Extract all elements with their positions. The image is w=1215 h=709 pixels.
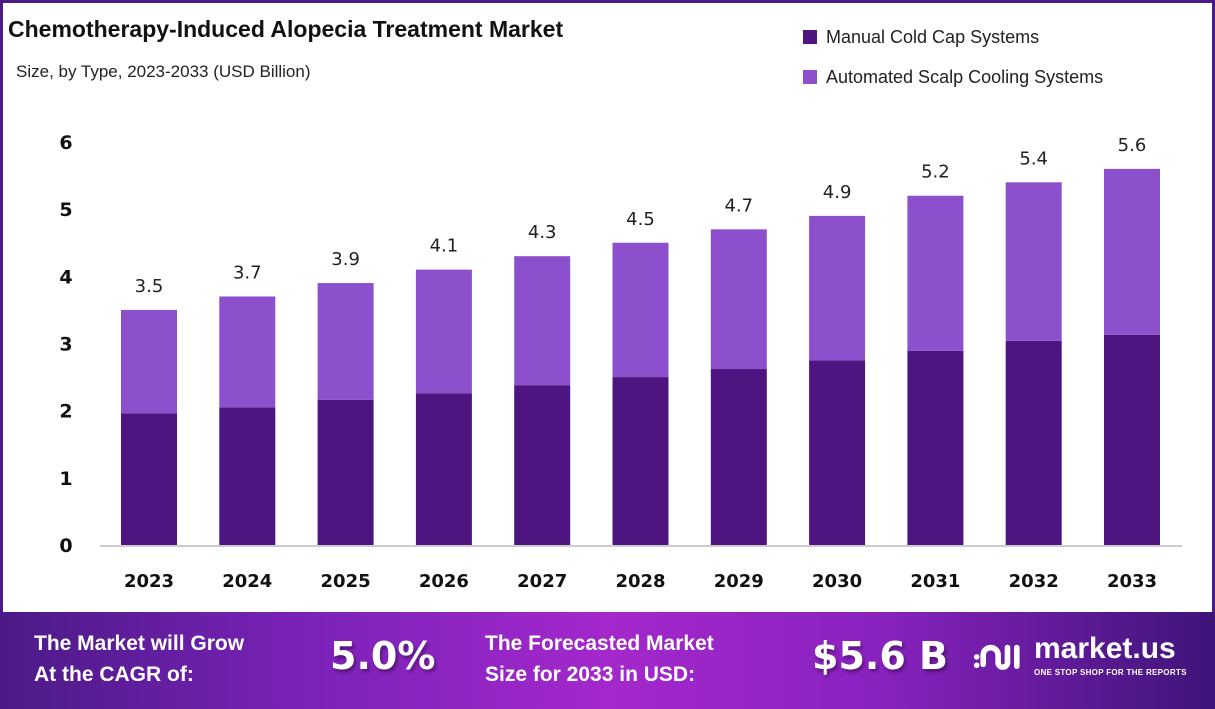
bar-segment-automated (1104, 168, 1160, 335)
y-tick-label: 4 (59, 266, 72, 288)
data-label-total: 5.2 (921, 162, 950, 183)
bar-segment-automated (415, 269, 472, 394)
chart-frame (0, 0, 1215, 612)
bar-segment-manual (1005, 340, 1062, 545)
x-tick-label: 2032 (1009, 571, 1059, 592)
bar-segment-automated (121, 309, 177, 414)
x-tick-label: 2033 (1107, 571, 1157, 592)
bar-segment-automated (809, 215, 866, 361)
legend-item-manual: Manual Cold Cap Systems (803, 24, 1103, 50)
data-label-total: 4.1 (430, 236, 459, 257)
y-tick-label: 0 (59, 535, 72, 557)
bar-segment-manual (1104, 334, 1160, 545)
x-tick-label: 2028 (615, 571, 665, 592)
bar-segment-manual (219, 407, 276, 545)
data-label-total: 5.4 (1019, 148, 1048, 169)
data-label-total: 5.6 (1118, 135, 1147, 156)
legend-swatch-automated (803, 70, 817, 84)
bar-segment-automated (612, 242, 669, 378)
bar-segment-automated (514, 256, 571, 386)
x-tick-label: 2023 (124, 571, 174, 592)
bar-segment-manual (317, 399, 374, 545)
x-tick-label: 2030 (812, 571, 862, 592)
x-tick-label: 2025 (321, 571, 371, 592)
cagr-label: The Market will Grow At the CAGR of: (34, 628, 244, 690)
data-label-total: 3.5 (135, 276, 164, 297)
y-tick-label: 1 (59, 468, 72, 490)
legend: Manual Cold Cap Systems Automated Scalp … (803, 24, 1103, 104)
forecast-label-line1: The Forecasted Market (485, 632, 714, 655)
bar-segment-manual (710, 369, 767, 545)
chart-title: Chemotherapy-Induced Alopecia Treatment … (8, 16, 564, 42)
data-label-total: 4.7 (724, 195, 753, 216)
bar-segment-manual (809, 360, 866, 545)
bar-segment-automated (219, 296, 276, 408)
bar-segment-manual (415, 393, 472, 545)
x-tick-label: 2026 (419, 571, 469, 592)
forecast-label-line2: Size for 2033 in USD: (485, 663, 696, 686)
y-tick-label: 5 (59, 199, 72, 221)
data-label-total: 4.9 (823, 182, 852, 203)
bar-segment-automated (907, 195, 964, 351)
logo-icon (973, 644, 1020, 670)
bar-segment-manual (514, 385, 571, 545)
bar-segment-automated (317, 283, 374, 400)
chart-subtitle: Size, by Type, 2023-2033 (USD Billion) (16, 62, 311, 81)
bar-segment-manual (121, 413, 177, 545)
x-tick-label: 2027 (517, 571, 567, 592)
y-tick-label: 2 (59, 401, 72, 423)
bar-segment-automated (710, 229, 767, 370)
bar-segment-manual (612, 377, 669, 545)
bar-segment-automated (1005, 182, 1062, 341)
cagr-label-line2: At the CAGR of: (34, 663, 194, 686)
cagr-value: 5.0% (330, 634, 436, 678)
legend-label-manual: Manual Cold Cap Systems (826, 26, 1040, 47)
legend-label-automated: Automated Scalp Cooling Systems (826, 66, 1104, 87)
marketus-logo: market.us ONE STOP SHOP FOR THE REPORTS (972, 632, 1187, 678)
x-tick-label: 2029 (714, 571, 764, 592)
y-tick-label: 3 (59, 334, 72, 356)
data-label-total: 3.7 (233, 262, 262, 283)
forecast-value: $5.6 B (812, 634, 948, 678)
data-label-total: 3.9 (331, 249, 360, 270)
bar-chart: 0 1 2 3 4 5 6 3.5 2023 3.7 2024 3.9 2025 4.1 2026 4.3 20… (59, 132, 1182, 592)
logo-tagline: ONE STOP SHOP FOR THE REPORTS (1034, 668, 1187, 677)
data-label-total: 4.3 (528, 222, 557, 243)
legend-item-automated: Automated Scalp Cooling Systems (803, 64, 1103, 90)
bar-segment-manual (907, 350, 964, 545)
x-tick-label: 2024 (222, 571, 272, 592)
data-label-total: 4.5 (626, 209, 655, 230)
legend-swatch-manual (803, 30, 817, 44)
logo-name: market.us (1034, 632, 1176, 665)
cagr-label-line1: The Market will Grow (34, 632, 245, 655)
forecast-label: The Forecasted Market Size for 2033 in U… (485, 628, 714, 690)
footer-banner: The Market will Grow At the CAGR of: 5.0… (0, 612, 1215, 709)
x-tick-label: 2031 (910, 571, 960, 592)
y-tick-label: 6 (59, 132, 72, 154)
